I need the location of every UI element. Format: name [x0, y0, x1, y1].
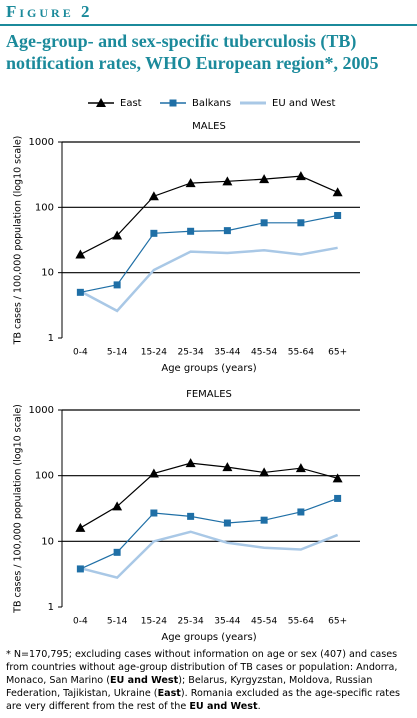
data-point: [223, 227, 231, 235]
series-line: [80, 462, 338, 529]
data-point: [185, 458, 196, 468]
data-point: [297, 219, 305, 227]
data-point: [297, 508, 305, 516]
data-point: [113, 281, 121, 289]
y-tick-label: 1000: [29, 137, 54, 148]
data-point: [76, 288, 84, 296]
y-axis-label: TB cases / 100,000 population (log10 sca…: [13, 136, 24, 346]
legend-marker: [169, 99, 177, 107]
y-tick-label: 1: [48, 602, 54, 613]
x-tick-label: 25-34: [178, 617, 204, 627]
y-tick-label: 1000: [29, 405, 54, 416]
data-point: [113, 548, 121, 556]
x-tick-label: 35-44: [214, 348, 240, 358]
data-point: [185, 178, 196, 188]
data-point: [223, 519, 231, 527]
data-point: [76, 565, 84, 573]
legend-marker: [96, 98, 106, 107]
data-point: [260, 516, 268, 524]
data-point: [187, 512, 195, 520]
footnote-text: East: [157, 688, 181, 699]
panel-title: FEMALES: [186, 389, 232, 400]
y-tick-label: 100: [35, 202, 54, 213]
footnote-text: EU and West: [189, 701, 258, 712]
legend-label: East: [120, 98, 142, 109]
x-tick-label: 45-54: [251, 617, 277, 627]
x-tick-label: 0-4: [73, 617, 88, 627]
data-point: [112, 501, 123, 511]
data-point: [332, 187, 343, 197]
charts: East Balkans EU and West MALES 1 10 100 1000 TB …: [13, 98, 360, 643]
data-point: [295, 463, 306, 473]
x-tick-label: 5-14: [107, 348, 128, 358]
x-axis-label: Age groups (years): [161, 363, 256, 374]
footnote: * N=170,795; excluding cases without inf…: [6, 648, 406, 713]
data-point: [222, 462, 233, 472]
data-point: [75, 249, 86, 259]
series-line: [80, 175, 338, 255]
data-point: [150, 509, 158, 517]
x-tick-label: 25-34: [178, 348, 204, 358]
data-point: [148, 468, 159, 478]
y-tick-label: 1: [48, 333, 54, 344]
x-tick-label: 65+: [328, 348, 347, 358]
series-line: [80, 530, 339, 580]
legend-label: EU and West: [272, 98, 335, 109]
figure-label: Figure 2: [6, 2, 93, 21]
data-point: [148, 191, 159, 201]
series-line: [79, 246, 338, 313]
data-point: [112, 230, 123, 240]
data-point: [222, 176, 233, 186]
x-tick-label: 15-24: [141, 617, 167, 627]
data-point: [187, 227, 195, 235]
x-tick-label: 45-54: [251, 348, 277, 358]
x-tick-label: 5-14: [107, 617, 128, 627]
x-tick-label: 0-4: [73, 348, 88, 358]
legend-label: Balkans: [192, 98, 231, 109]
data-point: [295, 171, 306, 181]
figure-title: Age-group- and sex-specific tuberculosis…: [6, 31, 379, 73]
y-tick-label: 10: [41, 536, 54, 547]
y-tick-label: 10: [41, 268, 54, 279]
x-axis-label: Age groups (years): [161, 632, 256, 643]
data-point: [332, 473, 343, 483]
x-tick-label: 35-44: [214, 617, 240, 627]
footnote-text: EU and West: [109, 675, 179, 686]
data-point: [334, 494, 342, 502]
data-point: [259, 467, 270, 477]
footnote-text: .: [257, 701, 261, 712]
series-line: [80, 497, 338, 570]
x-tick-label: 55-64: [288, 348, 314, 358]
data-point: [259, 174, 270, 184]
x-tick-label: 65+: [328, 617, 347, 627]
x-tick-label: 55-64: [288, 617, 314, 627]
footnote-text: ). Romania excluded as the age-specific …: [6, 688, 400, 712]
data-point: [260, 219, 268, 227]
header-rule: [0, 24, 417, 26]
panel-title: MALES: [192, 121, 226, 132]
y-tick-label: 100: [35, 471, 54, 482]
footnote-text: * N=170,795; excluding cases without inf…: [6, 649, 398, 686]
footnote-text: ); Belarus, Kyrgyzstan, Moldova, Russian…: [6, 675, 373, 699]
x-tick-label: 15-24: [141, 348, 167, 358]
y-axis-label: TB cases / 100,000 population (log10 sca…: [13, 404, 24, 614]
series-line: [80, 214, 338, 293]
data-point: [150, 229, 158, 237]
data-point: [75, 522, 86, 532]
data-point: [334, 211, 342, 219]
